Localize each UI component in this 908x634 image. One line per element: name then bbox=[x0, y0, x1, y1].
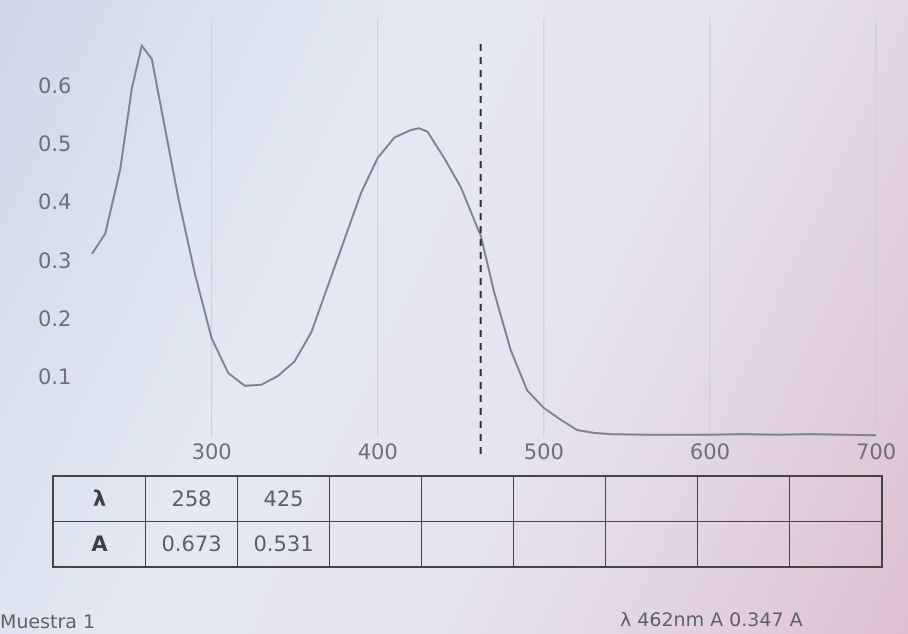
absorbance-curve bbox=[91, 43, 877, 437]
peak-table-absorbance-row: A 0.673 0.531 bbox=[52, 521, 883, 568]
peak-lambda-cell: 258 bbox=[145, 475, 238, 522]
peak-lambda-cell: 425 bbox=[237, 475, 330, 522]
peak-absorbance-cell: 0.531 bbox=[237, 521, 330, 568]
x-tick-label: 600 bbox=[689, 440, 730, 464]
peak-absorbance-cell bbox=[605, 521, 698, 568]
peak-lambda-cell bbox=[329, 475, 422, 522]
peak-absorbance-cell bbox=[421, 521, 514, 568]
x-tick-label: 700 bbox=[856, 440, 897, 464]
peak-absorbance-cell bbox=[513, 521, 606, 568]
cursor-readout: λ 462nm A 0.347 A bbox=[620, 609, 803, 631]
x-tick-label: 300 bbox=[191, 440, 232, 464]
lambda-header: λ bbox=[52, 475, 146, 522]
y-tick-label: 0.3 bbox=[38, 248, 72, 273]
y-tick-label: 0.4 bbox=[38, 190, 72, 215]
peak-table: λ 258 425 A 0.673 0.531 bbox=[52, 475, 883, 568]
peak-lambda-cell bbox=[513, 475, 606, 522]
x-tick-label: 500 bbox=[523, 440, 564, 464]
y-tick-label: 0.1 bbox=[38, 364, 72, 389]
peak-lambda-cell bbox=[697, 475, 790, 522]
grid-lines bbox=[211, 18, 877, 437]
peak-lambda-cell bbox=[789, 475, 883, 522]
peak-lambda-cell bbox=[605, 475, 698, 522]
y-tick-label: 0.6 bbox=[38, 74, 72, 99]
peak-absorbance-cell bbox=[789, 521, 883, 568]
x-tick-label: 400 bbox=[357, 440, 398, 464]
peak-absorbance-cell bbox=[329, 521, 422, 568]
absorbance-header: A bbox=[52, 521, 146, 568]
spectrum-plot bbox=[91, 18, 877, 460]
peak-absorbance-cell: 0.673 bbox=[145, 521, 238, 568]
y-tick-label: 0.2 bbox=[38, 306, 72, 331]
y-tick-label: 0.5 bbox=[38, 132, 72, 157]
sample-label: Muestra 1 bbox=[0, 611, 96, 633]
peak-lambda-cell bbox=[421, 475, 514, 522]
peak-table-lambda-row: λ 258 425 bbox=[52, 475, 883, 522]
peak-absorbance-cell bbox=[697, 521, 790, 568]
